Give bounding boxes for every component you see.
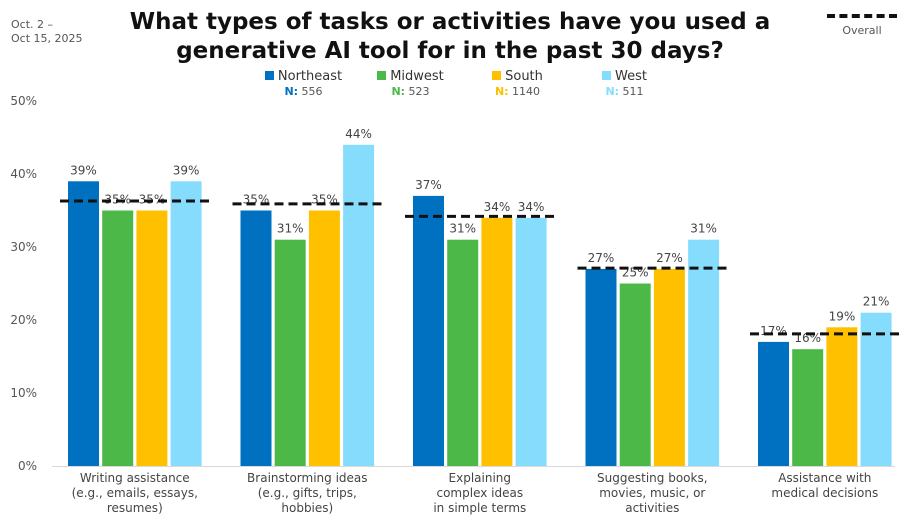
legend-n-value-midwest: 523	[408, 85, 430, 98]
legend-n-value-northeast: 556	[301, 85, 323, 98]
legend-n-label-south: N:	[494, 85, 509, 98]
data-label-midwest: 31%	[277, 222, 304, 236]
data-label-midwest: 35%	[104, 193, 131, 207]
date-range: Oct. 2 – Oct 15, 2025	[11, 18, 83, 45]
data-label-west: 44%	[345, 127, 372, 141]
category-label: medical decisions	[771, 486, 878, 500]
legend-n-value-south: 1140	[512, 85, 541, 98]
y-tick-label: 10%	[10, 386, 37, 400]
data-label-south: 27%	[656, 251, 683, 265]
legend-label-midwest: Midwest	[390, 69, 444, 84]
bar-south	[136, 210, 168, 466]
data-label-south: 35%	[139, 193, 166, 207]
data-label-northeast: 27%	[588, 251, 615, 265]
legend-n-label-northeast: N:	[284, 85, 299, 98]
category-label: (e.g., gifts, trips,	[258, 486, 357, 500]
bar-west	[343, 144, 375, 467]
data-label-west: 34%	[518, 200, 545, 214]
data-label-west: 39%	[173, 163, 200, 177]
legend-label-south: South	[505, 69, 543, 84]
bar-midwest	[447, 239, 479, 466]
legend-swatch-south	[492, 71, 502, 80]
legend-n-label-west: N:	[605, 85, 620, 98]
data-label-south: 34%	[484, 200, 511, 214]
legend-item-west: West N: 511	[571, 69, 678, 99]
data-label-northeast: 17%	[760, 324, 787, 338]
category-label: Suggesting books,	[597, 471, 707, 485]
category-label: activities	[625, 501, 679, 515]
category-label: in simple terms	[433, 501, 526, 515]
bar-south	[308, 210, 340, 466]
bar-northeast	[413, 195, 444, 466]
data-label-south: 19%	[829, 309, 856, 323]
legend-label-west: West	[615, 69, 647, 84]
legend: Northeast N: 556 Midwest N: 523 South N:…	[250, 69, 678, 99]
data-label-west: 31%	[690, 222, 717, 236]
category-label: Assistance with	[778, 471, 871, 485]
y-tick-label: 30%	[10, 240, 37, 254]
bar-south	[481, 217, 513, 466]
bar-northeast	[68, 181, 99, 467]
overall-legend: Overall	[822, 14, 902, 37]
legend-item-midwest: Midwest N: 523	[357, 69, 464, 99]
legend-n-value-west: 511	[622, 85, 644, 98]
legend-n-label-midwest: N:	[391, 85, 406, 98]
bar-midwest	[274, 239, 306, 466]
legend-swatch-west	[602, 71, 612, 80]
bar-west	[688, 239, 720, 466]
bar-west	[170, 181, 202, 467]
category-label: hobbies)	[281, 501, 333, 515]
overall-dashed-line-swatch	[827, 14, 897, 18]
legend-swatch-northeast	[264, 71, 274, 80]
bar-west	[860, 312, 892, 466]
bar-west	[515, 217, 547, 466]
y-tick-label: 0%	[18, 459, 37, 473]
chart-title: What types of tasks or activities have y…	[129, 9, 771, 64]
legend-item-south: South N: 1140	[464, 69, 571, 99]
category-label: Explaining	[449, 471, 511, 485]
overall-legend-label: Overall	[842, 24, 882, 37]
data-label-west: 21%	[863, 295, 890, 309]
legend-swatch-midwest	[377, 71, 387, 80]
bar-south	[826, 327, 858, 466]
bar-midwest	[619, 283, 651, 466]
category-label: resumes)	[107, 501, 163, 515]
bar-northeast	[240, 210, 272, 466]
bar-midwest	[102, 210, 134, 466]
y-tick-label: 40%	[10, 167, 37, 181]
category-label: (e.g., emails, essays,	[72, 486, 198, 500]
y-tick-label: 50%	[10, 94, 37, 108]
category-label: Brainstorming ideas	[247, 471, 367, 485]
data-label-northeast: 39%	[70, 163, 97, 177]
category-label: movies, music, or	[599, 486, 705, 500]
legend-label-northeast: Northeast	[277, 69, 343, 84]
bar-northeast	[585, 268, 617, 466]
legend-item-northeast: Northeast N: 556	[250, 69, 357, 99]
data-label-northeast: 37%	[415, 178, 442, 192]
category-label: complex ideas	[436, 486, 523, 500]
y-tick-label: 20%	[10, 313, 37, 327]
category-label: Writing assistance	[80, 471, 190, 485]
bar-south	[653, 268, 685, 466]
data-label-midwest: 31%	[449, 222, 476, 236]
bar-northeast	[758, 341, 789, 466]
bar-midwest	[792, 349, 824, 466]
